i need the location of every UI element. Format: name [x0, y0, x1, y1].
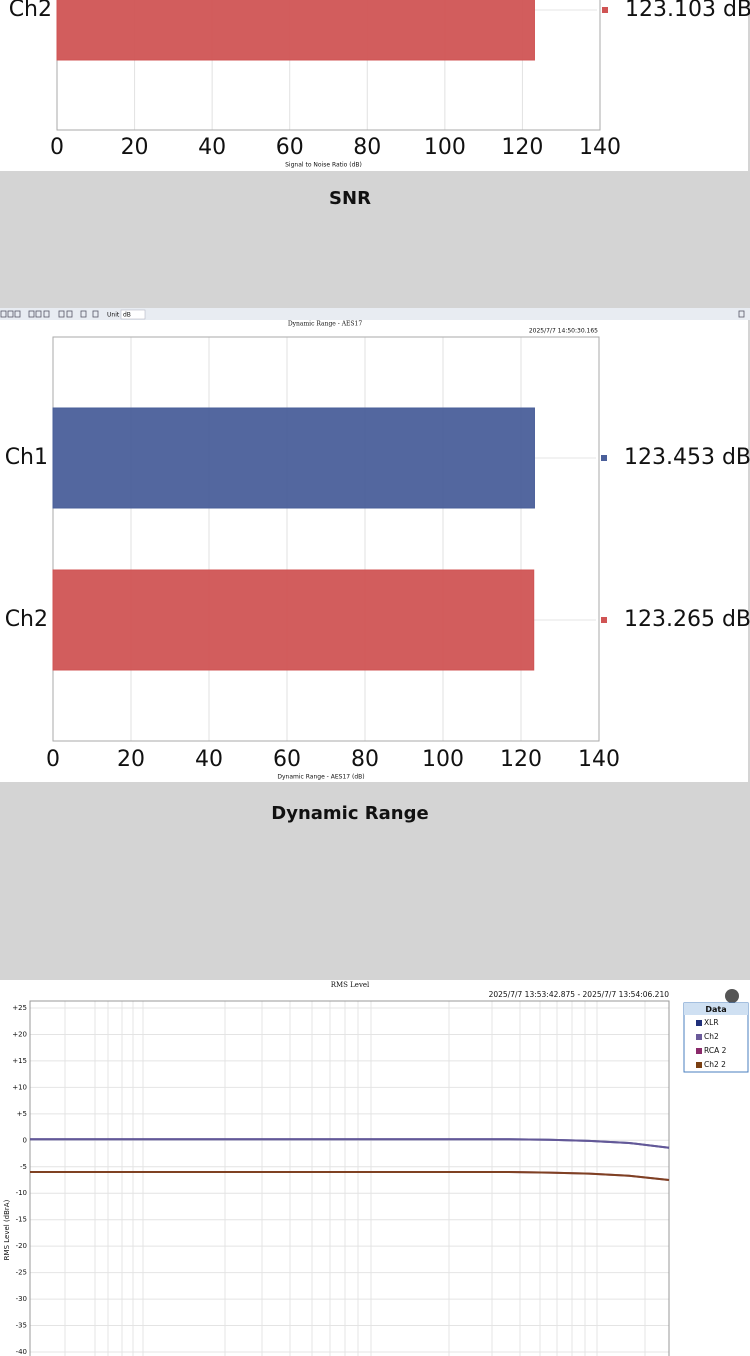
- legend-header: [684, 1003, 748, 1015]
- x-tick-label: 40: [198, 135, 226, 160]
- category-label: Ch2: [9, 0, 52, 22]
- legend-swatch: [696, 1020, 702, 1026]
- x-tick-label: 20: [117, 747, 145, 772]
- legend-title: Data: [705, 1005, 726, 1014]
- x-tick-label: 80: [353, 135, 381, 160]
- plot-frame: [29, 1000, 670, 1356]
- toolbar-icons[interactable]: [0, 310, 745, 318]
- value-label: 123.453 dB: [624, 445, 750, 470]
- y-tick-label: +15: [12, 1057, 27, 1065]
- value-label: 123.103 dB: [625, 0, 750, 22]
- legend-swatch: [601, 617, 607, 623]
- bar: [52, 569, 535, 671]
- caption: Dynamic Range: [271, 803, 428, 824]
- x-tick-label: 80: [351, 747, 379, 772]
- x-tick-label: 40: [195, 747, 223, 772]
- y-tick-label: -10: [16, 1189, 27, 1197]
- timestamp: 2025/7/7 13:53:42.875 - 2025/7/7 13:54:0…: [489, 990, 670, 999]
- y-tick-label: -40: [16, 1348, 27, 1356]
- x-tick-label: 100: [424, 135, 466, 160]
- legend-swatch: [601, 455, 607, 461]
- series-line: [30, 1138, 670, 1149]
- x-tick-label: 120: [500, 747, 542, 772]
- unit-dropdown[interactable]: [120, 309, 146, 320]
- expand-icon[interactable]: [725, 989, 739, 1003]
- chart-title: Dynamic Range - AES17: [288, 321, 362, 328]
- y-tick-label: -15: [16, 1216, 27, 1224]
- y-tick-label: +10: [12, 1083, 27, 1091]
- y-axis-label: RMS Level (dBrA): [3, 1199, 11, 1260]
- y-tick-label: -30: [16, 1295, 27, 1303]
- x-axis-label: Dynamic Range - AES17 (dB): [277, 774, 364, 781]
- panel: [0, 320, 748, 782]
- y-tick-label: +5: [17, 1110, 27, 1118]
- x-tick-label: 140: [578, 747, 620, 772]
- x-tick-label: 0: [50, 135, 64, 160]
- y-tick-label: -35: [16, 1322, 27, 1330]
- category-label: Ch2: [5, 607, 48, 632]
- legend-label: Ch2: [704, 1032, 719, 1041]
- bar: [56, 0, 535, 61]
- y-tick-label: 0: [23, 1136, 27, 1144]
- x-tick-label: 140: [579, 135, 621, 160]
- legend-label: XLR: [704, 1018, 719, 1027]
- legend-swatch: [696, 1062, 702, 1068]
- chart-title: RMS Level: [331, 981, 370, 989]
- value-label: 123.265 dB: [624, 607, 750, 632]
- y-tick-label: +25: [12, 1004, 27, 1012]
- y-tick-label: -5: [20, 1163, 27, 1171]
- legend-swatch: [696, 1048, 702, 1054]
- x-axis-label: Signal to Noise Ratio (dB): [285, 162, 362, 169]
- x-tick-label: 60: [276, 135, 304, 160]
- bar: [52, 407, 535, 509]
- panel: [0, 980, 750, 1356]
- timestamp: 2025/7/7 14:50:30.165: [529, 328, 598, 335]
- legend-swatch: [696, 1034, 702, 1040]
- y-tick-label: -25: [16, 1269, 27, 1277]
- y-tick-label: -20: [16, 1242, 27, 1250]
- x-tick-label: 60: [273, 747, 301, 772]
- toolbar-unit[interactable]: dB: [123, 312, 131, 319]
- series-line: [30, 1171, 670, 1181]
- x-tick-label: 120: [501, 135, 543, 160]
- toolbar-unit-label: Unit: [107, 312, 120, 319]
- x-tick-label: 0: [46, 747, 60, 772]
- legend-swatch: [602, 7, 608, 13]
- category-label: Ch1: [5, 445, 48, 470]
- caption: SNR: [329, 188, 371, 209]
- toolbar: [0, 308, 750, 320]
- y-tick-label: +20: [12, 1030, 27, 1038]
- plot-frame: [52, 336, 600, 742]
- legend-label: Ch2 2: [704, 1060, 726, 1069]
- legend-label: RCA 2: [704, 1046, 727, 1055]
- x-tick-label: 100: [422, 747, 464, 772]
- x-tick-label: 20: [121, 135, 149, 160]
